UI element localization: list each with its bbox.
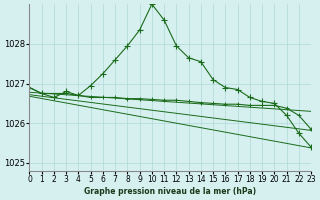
X-axis label: Graphe pression niveau de la mer (hPa): Graphe pression niveau de la mer (hPa) [84, 187, 256, 196]
